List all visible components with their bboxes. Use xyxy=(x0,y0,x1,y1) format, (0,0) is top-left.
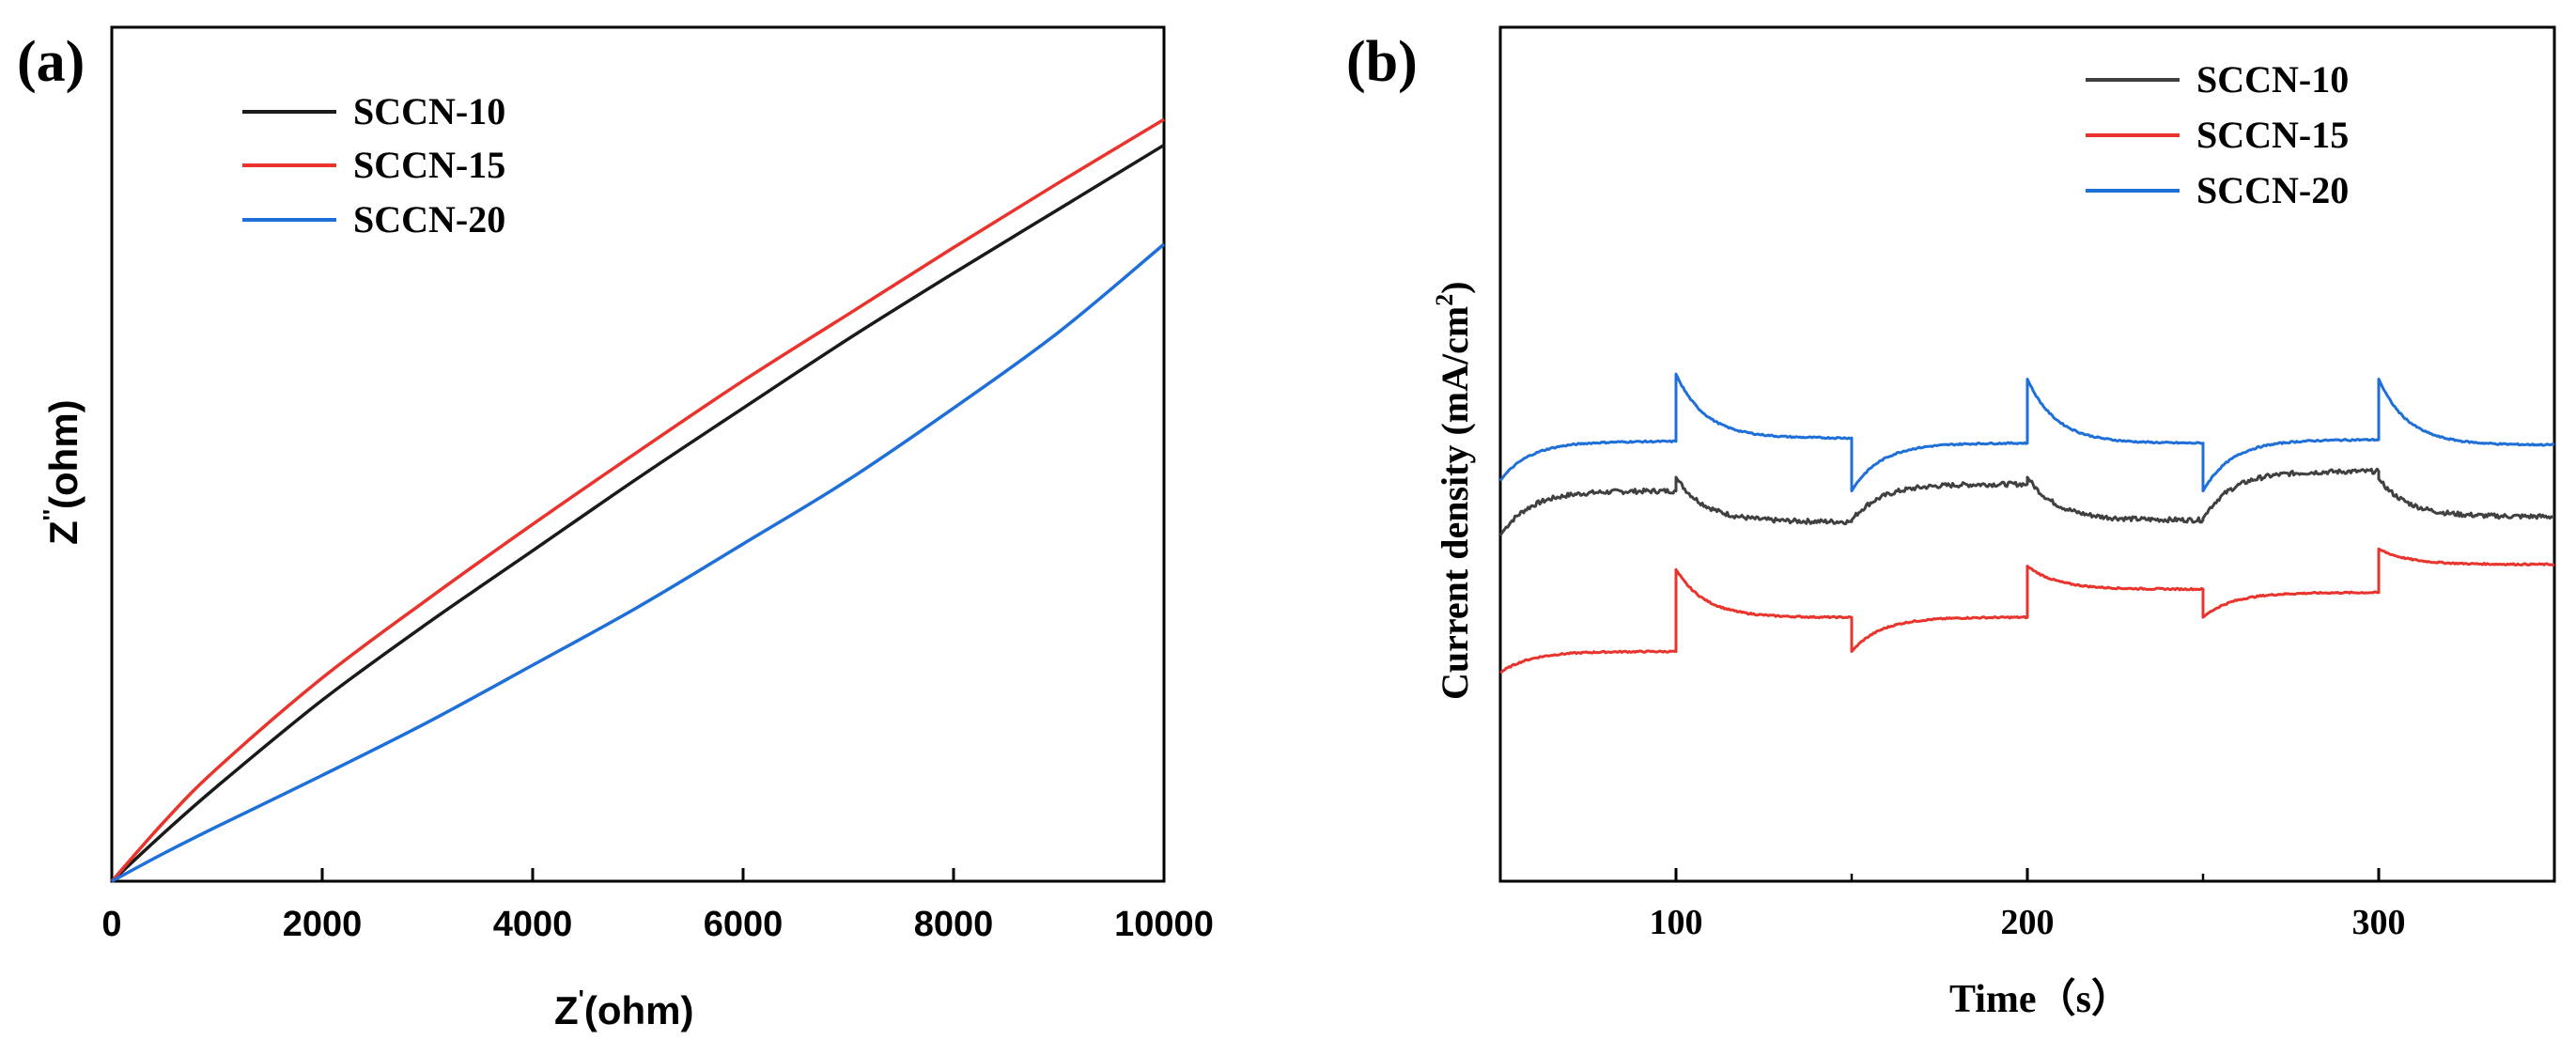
panel-a-x-tick-label: 8000 xyxy=(914,905,994,944)
legend-a-label-sccn-10: SCCN-10 xyxy=(353,90,505,132)
panel-a-series xyxy=(110,117,1166,883)
panel-b-line-sccn-10 xyxy=(1498,467,2555,536)
panel-a-line-sccn-20 xyxy=(111,242,1166,883)
panel-b-x-axis-label: Time（s） xyxy=(1949,977,2131,1021)
panel-a-x-tick-label: 0 xyxy=(101,905,121,944)
panel-b-line-sccn-20 xyxy=(1498,372,2555,493)
panel-b-label: (b) xyxy=(1346,30,1418,94)
panel-b-x-tick-label: 200 xyxy=(2001,903,2055,942)
panel-a-plot-frame xyxy=(110,25,1166,883)
panel-a: (a) 0 2000 4000 6000 8000 10000 Z'(ohm) Z''(o… xyxy=(17,25,1214,1032)
panel-a-x-tick-label: 6000 xyxy=(704,905,784,944)
panel-b-legend: SCCN-10 SCCN-15 SCCN-20 xyxy=(2086,58,2349,211)
panel-b-y-axis-label: Current density (mA/cm2) xyxy=(1431,281,1476,700)
panel-b-plot-frame xyxy=(1498,25,2556,883)
panel-b: (b) 100 200 300 Time（s） Current density (m… xyxy=(1346,25,2556,1021)
panel-b-line-sccn-15 xyxy=(1499,547,2555,675)
panel-a-line-sccn-10 xyxy=(110,143,1165,883)
panel-a-x-tick-label: 2000 xyxy=(283,905,363,944)
panel-b-x-tick-label: 300 xyxy=(2352,903,2406,942)
panel-a-x-ticks: 0 2000 4000 6000 8000 10000 xyxy=(101,868,1214,944)
panel-a-legend: SCCN-10 SCCN-15 SCCN-20 xyxy=(242,90,505,240)
legend-b-label-sccn-15: SCCN-15 xyxy=(2196,114,2349,156)
legend-b-label-sccn-10: SCCN-10 xyxy=(2196,58,2349,101)
panel-b-x-ticks: 100 200 300 xyxy=(1498,868,2556,942)
panel-a-x-axis-label: Z'(ohm) xyxy=(554,985,693,1032)
panel-b-series xyxy=(1498,372,2555,675)
legend-a-label-sccn-20: SCCN-20 xyxy=(353,198,505,240)
panel-a-x-tick-label: 10000 xyxy=(1114,905,1214,944)
panel-a-label: (a) xyxy=(17,30,85,94)
panel-a-line-sccn-15 xyxy=(110,117,1165,883)
panel-b-x-tick-label: 100 xyxy=(1650,903,1703,942)
legend-a-label-sccn-15: SCCN-15 xyxy=(353,144,505,186)
panel-a-x-tick-label: 4000 xyxy=(493,905,573,944)
legend-b-label-sccn-20: SCCN-20 xyxy=(2196,169,2349,211)
panel-a-y-axis-label: Z''(ohm) xyxy=(38,399,85,545)
